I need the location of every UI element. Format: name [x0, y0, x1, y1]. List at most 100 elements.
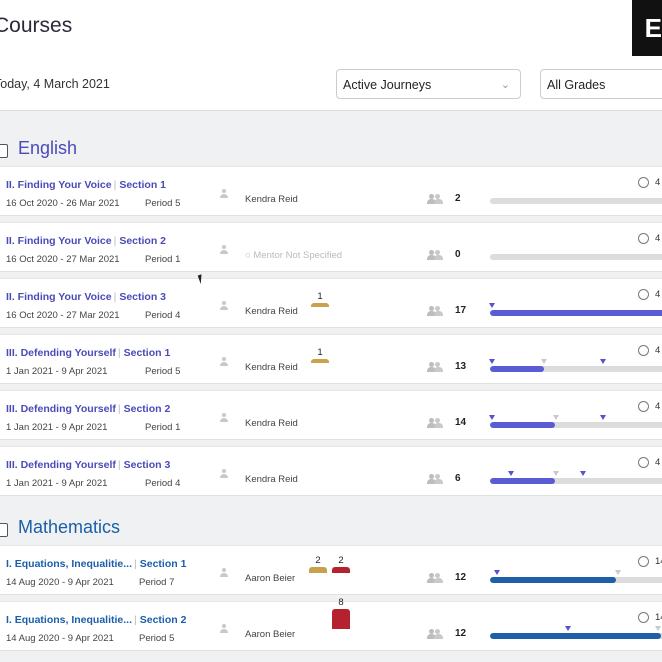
progress-fill [490, 366, 544, 372]
journeys-select[interactable]: Active Journeys ⌄ [336, 69, 521, 99]
period-label: Period 5 [145, 198, 181, 209]
progress-track [490, 366, 662, 372]
students-icon-part [429, 306, 434, 311]
mentor-name: Kendra Reid [245, 194, 298, 205]
section-name[interactable]: Section 3 [123, 459, 171, 471]
mentor-name: Kendra Reid [245, 418, 298, 429]
course-link[interactable]: I. Equations, Inequalitie... | Section 1 [6, 558, 186, 570]
milestone-marker [489, 359, 495, 364]
students-icon-part [434, 311, 443, 316]
student-count: 0 [455, 249, 461, 260]
mood-icon [638, 457, 649, 468]
journey-name[interactable]: I. Equations, Inequalitie... [6, 558, 133, 570]
students-icon-part [435, 573, 440, 578]
filter-bar: Today, 4 March 2021 Active Journeys ⌄ Al… [0, 58, 662, 111]
mood-count: 4 [655, 177, 661, 188]
mood-icon [638, 556, 649, 567]
period-label: Period 7 [139, 577, 175, 588]
separator: | [134, 614, 137, 626]
course-link[interactable]: II. Finding Your Voice | Section 1 [6, 179, 166, 191]
period-label: Period 5 [139, 633, 175, 644]
students-icon-part [435, 418, 440, 423]
person-icon-head [222, 357, 226, 361]
person-icon-body [220, 573, 228, 577]
milestone-marker [489, 415, 495, 420]
period-label: Period 1 [145, 422, 181, 433]
period-label: Period 5 [145, 366, 181, 377]
alert-badge[interactable]: 1 [311, 292, 329, 307]
journey-name[interactable]: III. Defending Yourself [6, 347, 116, 359]
journey-name[interactable]: III. Defending Yourself [6, 403, 116, 415]
student-count: 12 [455, 572, 467, 583]
students-icon-part [429, 250, 434, 255]
milestone-marker [541, 359, 547, 364]
current-date: Today, 4 March 2021 [0, 77, 110, 91]
course-row[interactable]: III. Defending Yourself | Section 3 1 Jan 2… [0, 446, 662, 495]
course-link[interactable]: III. Defending Yourself | Section 3 [6, 459, 170, 471]
alert-badge[interactable]: 2 [309, 556, 327, 573]
person-icon-body [220, 418, 228, 422]
students-icon [427, 362, 443, 372]
student-count: 14 [455, 417, 467, 428]
person-icon [219, 245, 229, 257]
course-row[interactable]: II. Finding Your Voice | Section 1 16 Oct 2… [0, 166, 662, 215]
students-icon-part [427, 367, 436, 372]
person-icon-head [222, 189, 226, 193]
date-range: 1 Jan 2021 - 9 Apr 2021 [6, 478, 108, 489]
mentor-name: Aaron Beier [245, 629, 296, 640]
section-name[interactable]: Section 2 [123, 403, 171, 415]
students-icon [427, 629, 443, 639]
brand-logo[interactable]: E [632, 0, 662, 56]
section-name[interactable]: Section 1 [123, 347, 171, 359]
course-link[interactable]: II. Finding Your Voice | Section 2 [6, 235, 166, 247]
course-link[interactable]: III. Defending Yourself | Section 2 [6, 403, 170, 415]
course-row[interactable]: II. Finding Your Voice | Section 3 16 Oct 2… [0, 278, 662, 327]
progress-track [490, 310, 662, 316]
students-icon-part [435, 194, 440, 199]
collapse-toggle[interactable] [0, 523, 8, 537]
milestone-marker [553, 415, 559, 420]
separator: | [113, 179, 117, 191]
students-icon [427, 573, 443, 583]
course-link[interactable]: II. Finding Your Voice | Section 3 [6, 291, 166, 303]
person-icon [219, 469, 229, 481]
collapse-toggle[interactable] [0, 144, 8, 158]
course-row[interactable]: III. Defending Yourself | Section 2 1 Jan 2… [0, 390, 662, 439]
students-icon-part [429, 362, 434, 367]
progress-track [490, 254, 662, 260]
section-name[interactable]: Section 2 [139, 614, 187, 626]
chevron-down-icon: ⌄ [500, 79, 510, 91]
students-icon-part [429, 194, 434, 199]
journey-name[interactable]: II. Finding Your Voice [6, 235, 112, 247]
milestone-marker [615, 570, 621, 575]
grades-select[interactable]: All Grades [540, 69, 662, 99]
milestone-marker [600, 415, 606, 420]
section-name[interactable]: Section 3 [119, 291, 167, 303]
course-row[interactable]: II. Finding Your Voice | Section 2 16 Oct 2… [0, 222, 662, 271]
students-icon-part [429, 629, 434, 634]
mood-count: 4 [655, 289, 661, 300]
section-name[interactable]: Section 1 [139, 558, 187, 570]
separator: | [113, 291, 117, 303]
course-row[interactable]: III. Defending Yourself | Section 1 1 Jan 2… [0, 334, 662, 383]
alert-badge[interactable]: 1 [311, 348, 329, 363]
journey-name[interactable]: II. Finding Your Voice [6, 179, 112, 191]
students-icon-part [434, 199, 443, 204]
course-link[interactable]: I. Equations, Inequalitie... | Section 2 [6, 614, 186, 626]
students-icon-part [429, 418, 434, 423]
journey-name[interactable]: II. Finding Your Voice [6, 291, 112, 303]
course-row[interactable]: I. Equations, Inequalitie... | Section 2 14… [0, 598, 662, 650]
journey-name[interactable]: I. Equations, Inequalitie... [6, 614, 133, 626]
alert-badge[interactable]: 8 [332, 598, 350, 629]
section-title: English [18, 138, 78, 158]
person-icon-body [220, 250, 228, 254]
course-row[interactable]: I. Equations, Inequalitie... | Section 1 14… [0, 545, 662, 594]
section-name[interactable]: Section 1 [119, 179, 167, 191]
journey-name[interactable]: III. Defending Yourself [6, 459, 116, 471]
badge-bar [332, 609, 350, 629]
course-link[interactable]: III. Defending Yourself | Section 1 [6, 347, 170, 359]
badge-bar [311, 359, 329, 363]
alert-badge[interactable]: 2 [332, 556, 350, 573]
section-name[interactable]: Section 2 [119, 235, 167, 247]
badge-bar [332, 567, 350, 573]
